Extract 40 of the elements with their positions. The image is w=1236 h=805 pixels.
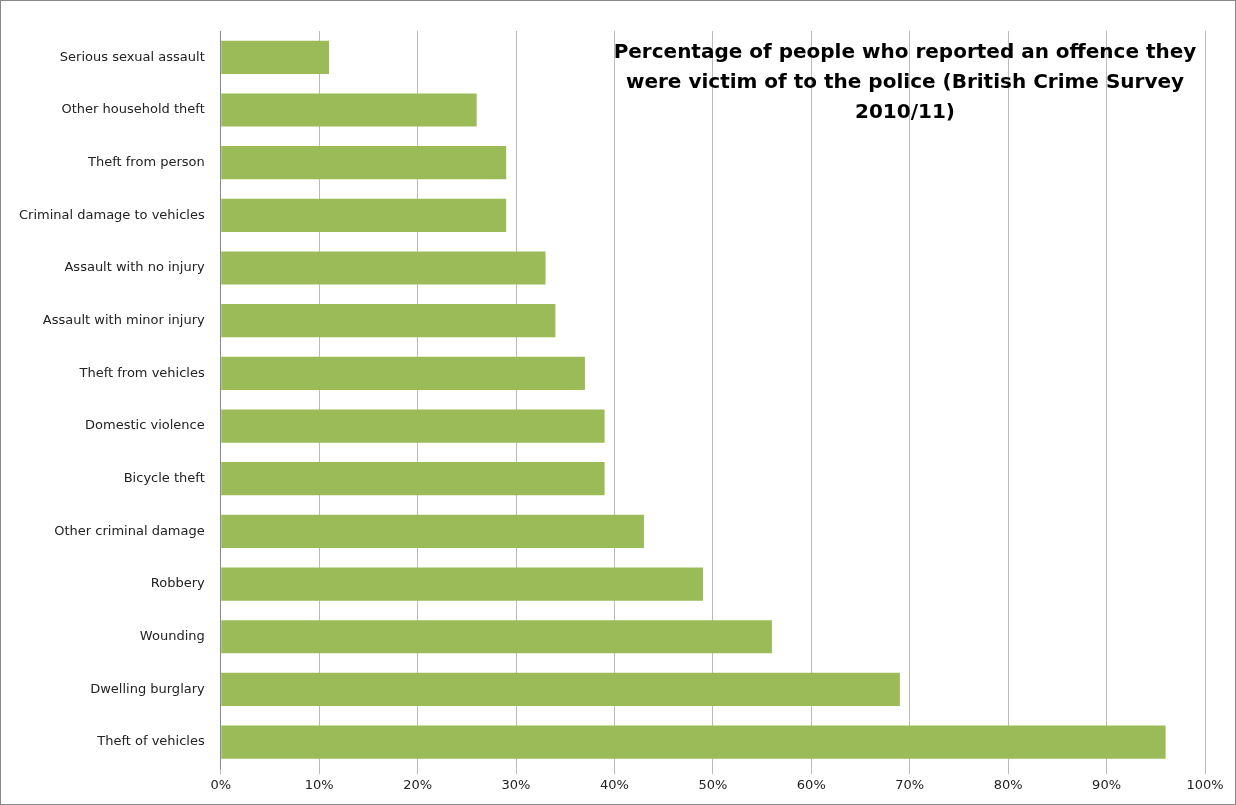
y-tick-label: Other household theft [61,101,205,117]
x-tick-label: 10% [304,776,334,792]
y-tick-label: Other criminal damage [54,522,205,538]
bar [221,146,507,180]
y-tick-label: Assault with minor injury [42,312,206,328]
bar [221,409,605,443]
text: Percentage of people who reported an offence they were victim of to the police (British Crime Survey 2010/11) [613,39,1197,124]
bar [221,251,546,285]
bar [221,40,330,74]
x-tick-label: 70% [895,776,925,792]
y-tick-label: Criminal damage to vehicles [19,206,205,222]
bar [221,514,644,548]
bar [221,304,556,338]
bar [221,567,704,601]
bar [221,198,507,232]
y-tick-label: Theft from person [87,154,205,170]
x-tick-label: 50% [698,776,728,792]
x-tick-label: 100% [1186,776,1224,792]
y-tick-label: Theft from vehicles [78,364,205,380]
y-tick-label: Bicycle theft [123,470,205,486]
x-tick-label: 60% [796,776,826,792]
x-tick-label: 90% [1092,776,1122,792]
bar [221,93,477,127]
bar [221,672,900,706]
bar [221,725,1166,759]
x-tick-label: 40% [599,776,629,792]
x-tick-label: 30% [501,776,531,792]
y-tick-label: Dwelling burglary [90,680,206,696]
y-tick-label: Robbery [150,575,206,591]
x-tick-label: 20% [403,776,433,792]
y-tick-label: Domestic violence [85,417,205,433]
bar [221,620,772,654]
y-tick-label: Theft of vehicles [96,733,205,749]
bar [221,462,605,496]
x-tick-label: 80% [993,776,1023,792]
bar [221,356,585,390]
y-tick-label: Wounding [139,628,205,644]
x-tick-label: 0% [210,776,232,792]
y-tick-label: Assault with no injury [64,259,206,275]
y-tick-label: Serious sexual assault [59,48,205,64]
